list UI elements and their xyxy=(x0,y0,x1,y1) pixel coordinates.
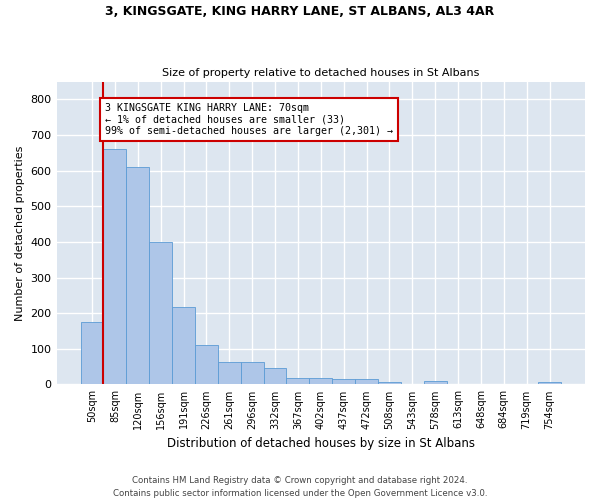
Bar xyxy=(286,378,310,384)
Bar xyxy=(127,167,149,384)
Bar xyxy=(218,362,241,384)
Bar xyxy=(103,150,127,384)
Bar xyxy=(241,362,263,384)
Y-axis label: Number of detached properties: Number of detached properties xyxy=(15,146,25,320)
Bar xyxy=(424,381,446,384)
Text: Contains HM Land Registry data © Crown copyright and database right 2024.
Contai: Contains HM Land Registry data © Crown c… xyxy=(113,476,487,498)
Bar xyxy=(332,378,355,384)
Bar xyxy=(355,380,378,384)
X-axis label: Distribution of detached houses by size in St Albans: Distribution of detached houses by size … xyxy=(167,437,475,450)
Text: 3 KINGSGATE KING HARRY LANE: 70sqm
← 1% of detached houses are smaller (33)
99% : 3 KINGSGATE KING HARRY LANE: 70sqm ← 1% … xyxy=(104,103,392,136)
Bar xyxy=(378,382,401,384)
Bar xyxy=(80,322,103,384)
Bar xyxy=(172,307,195,384)
Title: Size of property relative to detached houses in St Albans: Size of property relative to detached ho… xyxy=(162,68,479,78)
Bar xyxy=(263,368,286,384)
Text: 3, KINGSGATE, KING HARRY LANE, ST ALBANS, AL3 4AR: 3, KINGSGATE, KING HARRY LANE, ST ALBANS… xyxy=(106,5,494,18)
Bar xyxy=(195,345,218,385)
Bar xyxy=(538,382,561,384)
Bar xyxy=(149,242,172,384)
Bar xyxy=(310,378,332,384)
